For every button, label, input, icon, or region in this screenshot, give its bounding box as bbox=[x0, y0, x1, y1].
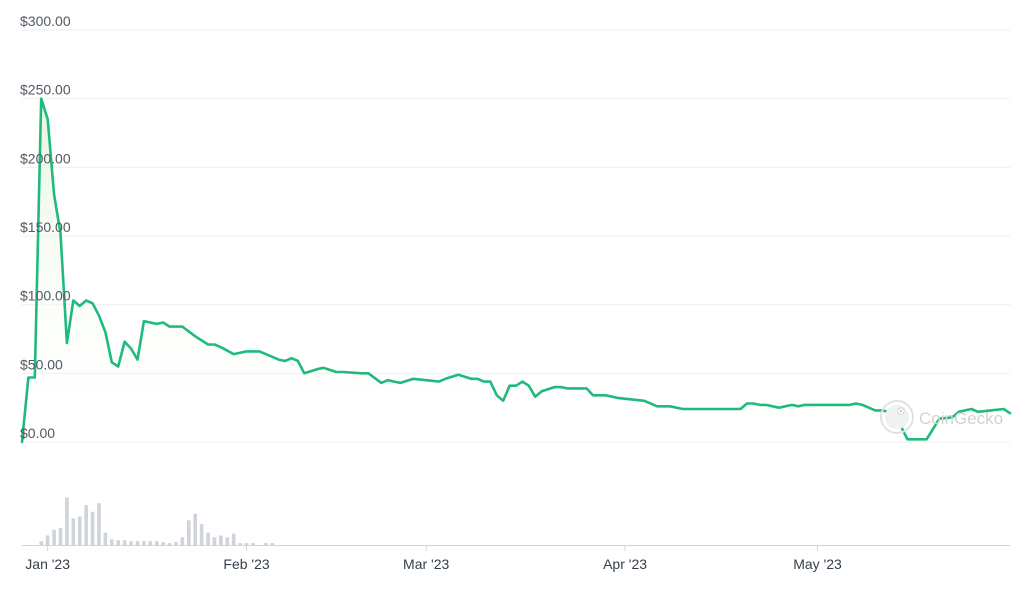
volume-bar bbox=[39, 541, 44, 545]
volume-bar bbox=[148, 541, 153, 545]
volume-bar bbox=[71, 518, 76, 545]
volume-bar bbox=[251, 543, 255, 545]
volume-bar bbox=[77, 516, 82, 545]
volume-bar bbox=[193, 513, 198, 545]
price-line-path bbox=[20, 97, 1012, 444]
volume-bar bbox=[174, 542, 178, 545]
x-tick-label: Mar '23 bbox=[403, 556, 449, 572]
volume-bar bbox=[167, 543, 172, 545]
volume-bar bbox=[225, 537, 230, 545]
y-tick-label: $100.00 bbox=[20, 288, 71, 304]
y-tick-label: $150.00 bbox=[20, 219, 71, 235]
price-area-fill bbox=[22, 98, 1010, 442]
volume-bar bbox=[122, 540, 127, 545]
volume-bar bbox=[238, 543, 242, 545]
volume-bar bbox=[180, 537, 185, 545]
volume-bar bbox=[154, 541, 159, 545]
volume-bar bbox=[263, 543, 268, 545]
price-area bbox=[22, 98, 1010, 442]
volume-bar bbox=[219, 535, 223, 545]
coingecko-watermark: CoinGecko bbox=[880, 400, 1003, 434]
volume-bar bbox=[142, 541, 146, 545]
x-axis: Jan '23 Feb '23 Mar '23 Apr '23 May '23 bbox=[22, 545, 1010, 572]
coingecko-logo-icon bbox=[880, 400, 914, 434]
price-line bbox=[20, 97, 1012, 444]
volume-bar bbox=[110, 539, 114, 545]
volume-bar bbox=[187, 520, 191, 545]
volume-bar bbox=[65, 497, 69, 545]
volume-bar bbox=[212, 537, 217, 545]
volume-bar bbox=[97, 503, 101, 545]
volume-bar bbox=[161, 542, 165, 545]
watermark-text: CoinGecko bbox=[919, 409, 1003, 428]
y-tick-label: $0.00 bbox=[20, 425, 55, 441]
volume-bar bbox=[90, 511, 95, 545]
volume-bar bbox=[135, 541, 140, 545]
volume-bar bbox=[206, 532, 210, 545]
x-tick-label: Feb '23 bbox=[223, 556, 269, 572]
volume-bar bbox=[103, 532, 108, 545]
volume-bar bbox=[84, 505, 88, 545]
volume-bar bbox=[270, 543, 275, 545]
volume-bar bbox=[58, 527, 63, 545]
volume-bar bbox=[116, 540, 121, 545]
x-tick-label: Jan '23 bbox=[25, 556, 70, 572]
y-axis-labels: $300.00 $250.00 $200.00 $150.00 $100.00 $50.0… bbox=[20, 13, 71, 441]
volume-bar bbox=[199, 524, 204, 545]
x-tick-label: Apr '23 bbox=[603, 556, 647, 572]
volume-bar bbox=[231, 533, 236, 545]
y-tick-label: $250.00 bbox=[20, 82, 71, 98]
y-tick-label: $50.00 bbox=[20, 356, 63, 372]
y-tick-label: $200.00 bbox=[20, 150, 71, 166]
x-tick-label: May '23 bbox=[793, 556, 842, 572]
volume-bar bbox=[45, 535, 50, 545]
volume-bar bbox=[52, 529, 56, 545]
y-tick-label: $300.00 bbox=[20, 13, 71, 29]
volume-bar bbox=[244, 543, 249, 545]
volume-bars bbox=[39, 497, 275, 545]
volume-bar bbox=[129, 541, 133, 545]
